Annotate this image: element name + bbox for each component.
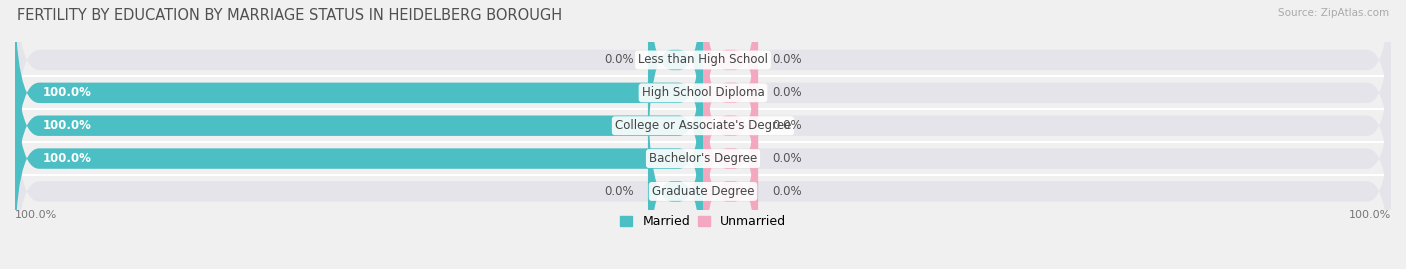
FancyBboxPatch shape — [15, 0, 1391, 198]
Text: FERTILITY BY EDUCATION BY MARRIAGE STATUS IN HEIDELBERG BOROUGH: FERTILITY BY EDUCATION BY MARRIAGE STATU… — [17, 8, 562, 23]
FancyBboxPatch shape — [703, 21, 758, 231]
FancyBboxPatch shape — [648, 87, 703, 269]
Text: 100.0%: 100.0% — [42, 152, 91, 165]
Text: Source: ZipAtlas.com: Source: ZipAtlas.com — [1278, 8, 1389, 18]
Text: 0.0%: 0.0% — [772, 86, 801, 99]
Text: 100.0%: 100.0% — [42, 86, 91, 99]
Text: 0.0%: 0.0% — [772, 119, 801, 132]
FancyBboxPatch shape — [15, 21, 1391, 231]
Text: 0.0%: 0.0% — [605, 185, 634, 198]
Text: 100.0%: 100.0% — [15, 210, 58, 220]
FancyBboxPatch shape — [15, 54, 1391, 263]
Text: Less than High School: Less than High School — [638, 54, 768, 66]
Text: College or Associate's Degree: College or Associate's Degree — [614, 119, 792, 132]
FancyBboxPatch shape — [15, 0, 1391, 165]
FancyBboxPatch shape — [15, 87, 1391, 269]
FancyBboxPatch shape — [703, 54, 758, 263]
FancyBboxPatch shape — [15, 21, 703, 231]
Text: 0.0%: 0.0% — [772, 54, 801, 66]
Text: 0.0%: 0.0% — [605, 54, 634, 66]
Text: Bachelor's Degree: Bachelor's Degree — [650, 152, 756, 165]
Text: High School Diploma: High School Diploma — [641, 86, 765, 99]
Text: 0.0%: 0.0% — [772, 185, 801, 198]
FancyBboxPatch shape — [648, 0, 703, 165]
Text: Graduate Degree: Graduate Degree — [652, 185, 754, 198]
FancyBboxPatch shape — [703, 87, 758, 269]
Legend: Married, Unmarried: Married, Unmarried — [614, 210, 792, 233]
Text: 100.0%: 100.0% — [1348, 210, 1391, 220]
FancyBboxPatch shape — [15, 0, 703, 198]
FancyBboxPatch shape — [703, 0, 758, 198]
Text: 0.0%: 0.0% — [772, 152, 801, 165]
FancyBboxPatch shape — [703, 0, 758, 165]
FancyBboxPatch shape — [15, 54, 703, 263]
Text: 100.0%: 100.0% — [42, 119, 91, 132]
